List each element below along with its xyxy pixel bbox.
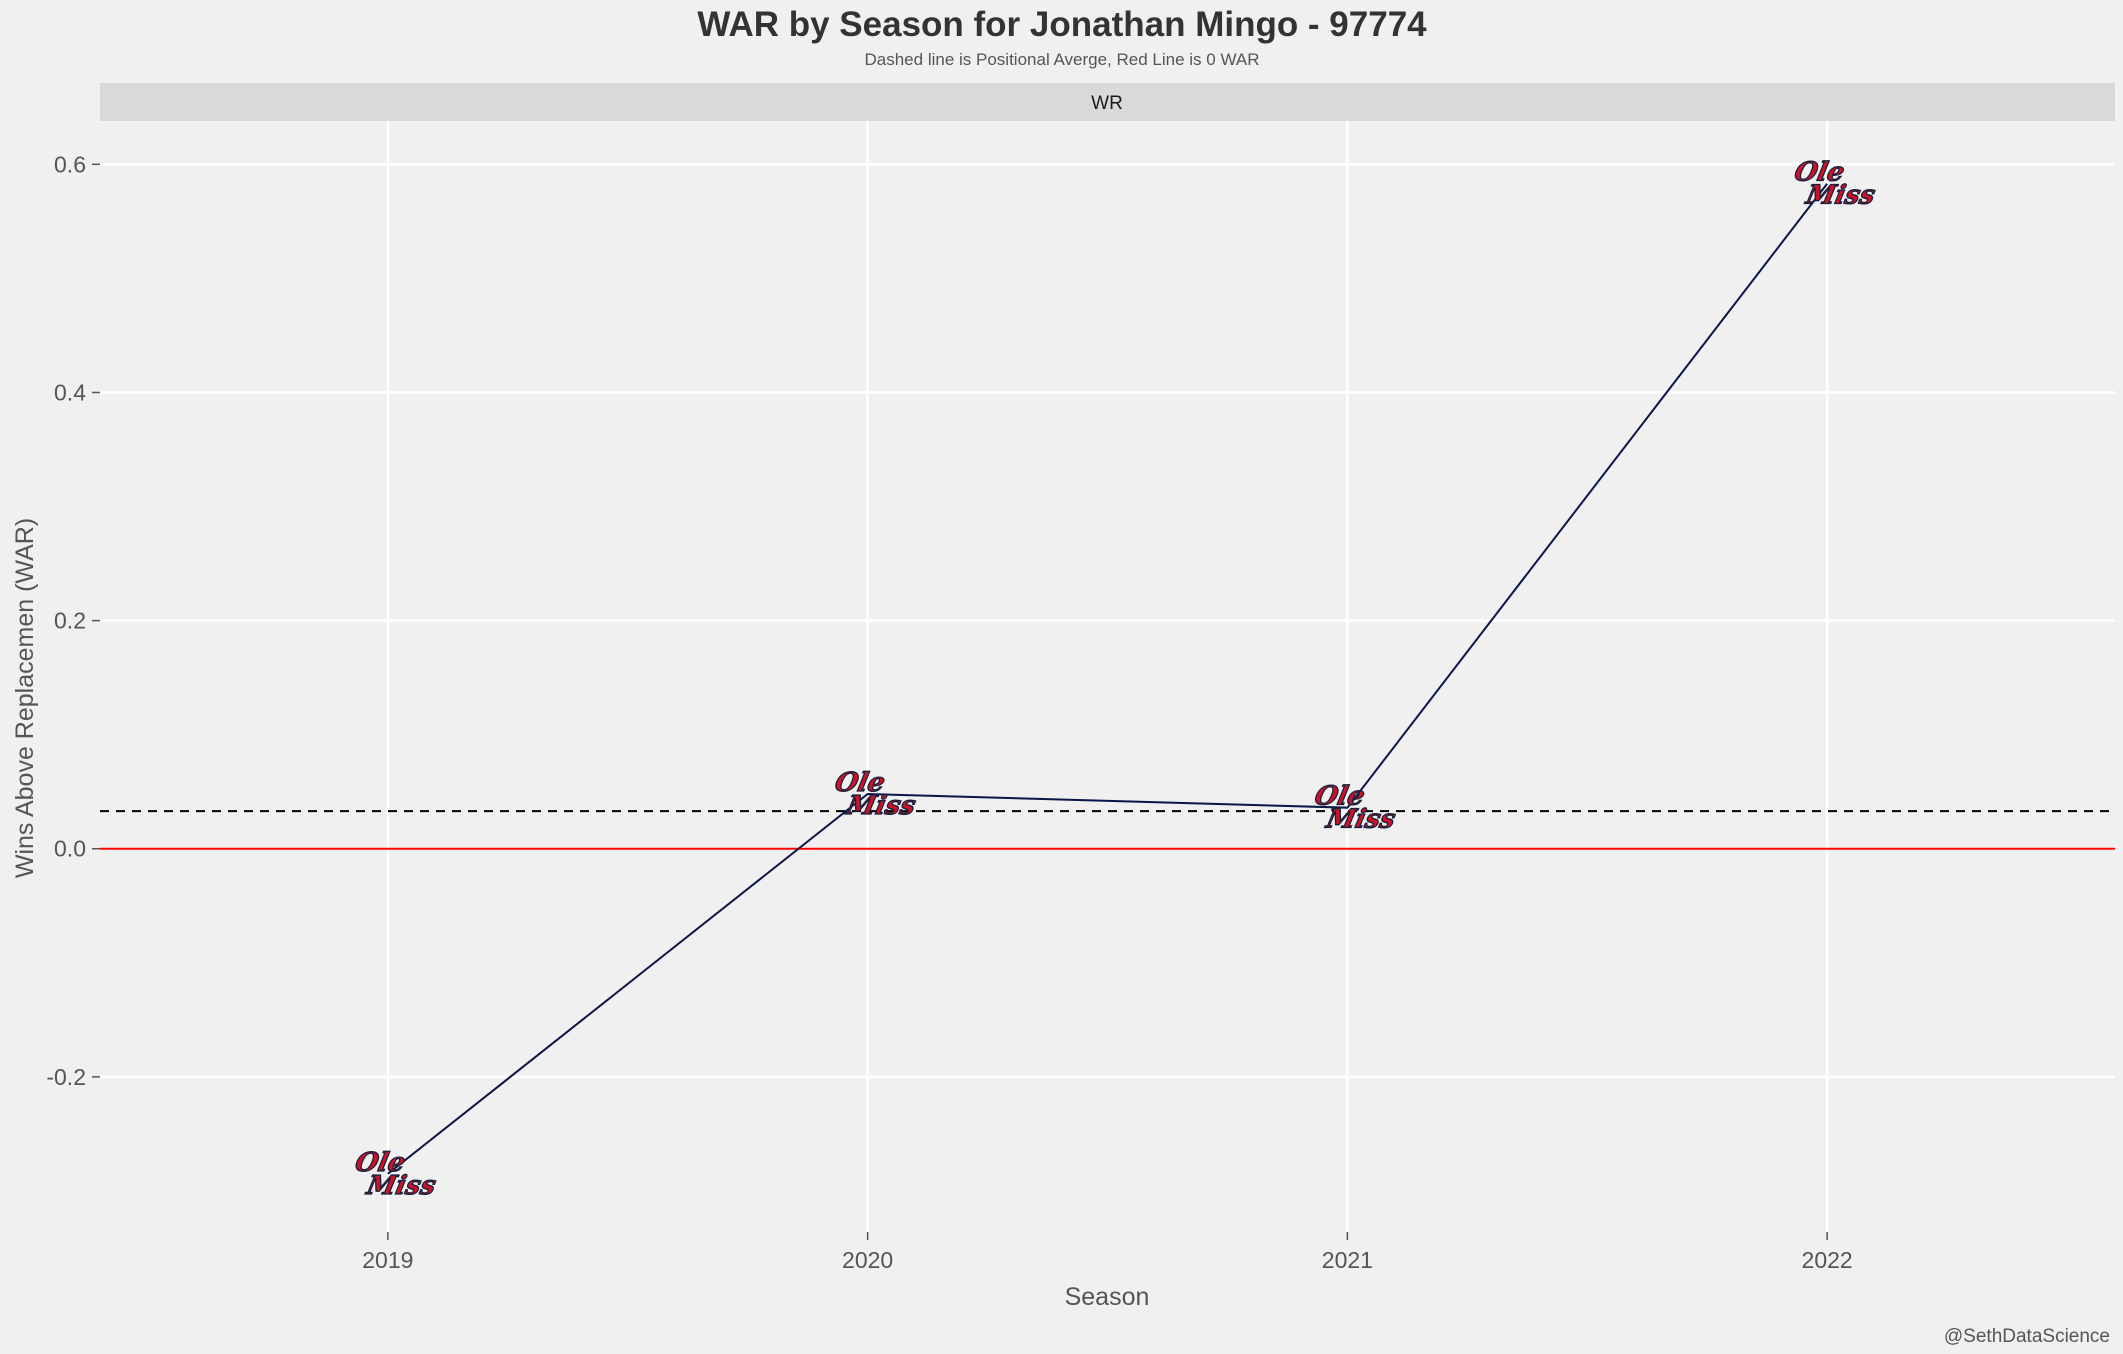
- series-line: [387, 183, 1828, 1175]
- x-axis-title: Season: [1065, 1283, 1150, 1311]
- svg-text:Miss: Miss: [1802, 180, 1878, 211]
- reference-lines: [100, 810, 2115, 850]
- facet-strip: [100, 83, 2115, 121]
- x-tick-label-2: 2021: [1322, 1247, 1373, 1273]
- x-axis-ticks: 2019 2020 2021 2022: [362, 1232, 1853, 1273]
- y-tick-label-4: 0.6: [54, 151, 86, 177]
- chart-title: WAR by Season for Jonathan Mingo - 97774: [697, 5, 1427, 44]
- svg-text:Miss: Miss: [363, 1170, 439, 1201]
- x-tick-label-1: 2020: [842, 1247, 893, 1273]
- facet-strip-label: WR: [1091, 93, 1123, 114]
- svg-text:Ole: Ole: [1792, 157, 1848, 188]
- y-tick-label-1: 0.0: [54, 836, 86, 862]
- svg-text:Ole: Ole: [1312, 781, 1368, 812]
- x-tick-label-0: 2019: [362, 1247, 413, 1273]
- svg-text:Miss: Miss: [843, 790, 919, 821]
- war-series: [387, 183, 1828, 1175]
- y-axis-title: Wins Above Replacemen (WAR): [11, 518, 39, 878]
- svg-text:Ole: Ole: [352, 1147, 408, 1178]
- svg-text:Miss: Miss: [1323, 804, 1399, 835]
- svg-text:Ole: Ole: [832, 767, 888, 798]
- y-axis-ticks: -0.2 0.0 0.2 0.4 0.6: [46, 151, 100, 1090]
- y-tick-label-3: 0.4: [54, 379, 86, 405]
- grid-lines: [100, 121, 2115, 1232]
- chart-caption: @SethDataScience: [1944, 1326, 2110, 1347]
- chart-subtitle: Dashed line is Positional Averge, Red Li…: [865, 50, 1260, 69]
- y-tick-label-2: 0.2: [54, 608, 86, 634]
- x-tick-label-3: 2022: [1802, 1247, 1853, 1273]
- y-tick-label-0: -0.2: [46, 1064, 86, 1090]
